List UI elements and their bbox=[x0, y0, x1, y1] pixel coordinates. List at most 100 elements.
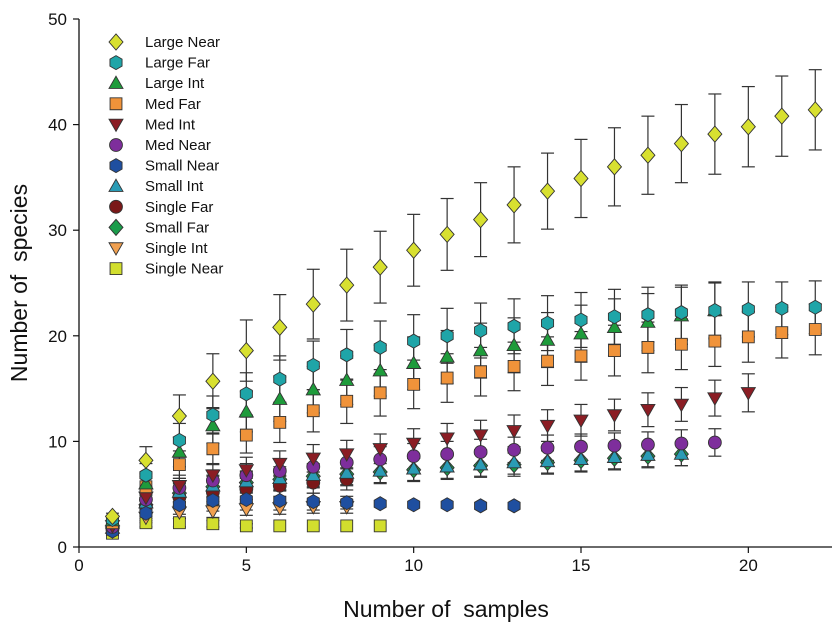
med-far-point bbox=[407, 377, 421, 391]
small-int-point bbox=[606, 449, 623, 463]
large-far-point bbox=[373, 339, 387, 355]
large-far-point bbox=[708, 302, 722, 318]
legend-label-single-near: Single Near bbox=[145, 261, 223, 278]
legend: Large Near Large Far Large Int Med Far Med I… bbox=[108, 33, 223, 278]
small-int-point bbox=[405, 460, 422, 475]
small-near-point bbox=[340, 495, 354, 511]
med-int-point bbox=[372, 443, 388, 457]
legend-marker-med-near bbox=[109, 138, 123, 152]
single-near-point bbox=[306, 519, 320, 533]
small-near-point bbox=[440, 497, 454, 513]
large-far-point bbox=[574, 312, 588, 328]
large-int-point bbox=[338, 372, 355, 386]
large-near-point bbox=[807, 101, 823, 119]
large-far-point bbox=[306, 357, 320, 373]
large-near-point bbox=[673, 134, 689, 153]
med-int-point bbox=[506, 425, 522, 439]
med-far-point bbox=[440, 371, 454, 385]
single-near-point bbox=[373, 519, 387, 533]
large-far-point bbox=[474, 323, 488, 339]
large-far-point bbox=[775, 300, 789, 316]
legend-marker-single-far bbox=[109, 199, 123, 214]
med-far-point bbox=[608, 344, 621, 357]
large-far-point bbox=[239, 386, 253, 402]
med-int-point bbox=[405, 437, 422, 452]
legend-marker-small-near bbox=[109, 158, 123, 174]
med-int-point bbox=[171, 480, 188, 494]
med-near-point bbox=[674, 436, 689, 451]
med-int-point bbox=[673, 398, 690, 413]
med-far-point bbox=[641, 341, 655, 354]
large-int-point bbox=[472, 342, 489, 357]
med-far-point bbox=[741, 330, 755, 344]
large-int-point bbox=[372, 362, 388, 377]
legend-label-single-far: Single Far bbox=[145, 199, 213, 216]
med-int-point bbox=[640, 404, 656, 418]
legend-marker-med-far bbox=[109, 97, 123, 111]
small-near-point bbox=[373, 496, 387, 512]
small-near-point bbox=[239, 491, 253, 507]
small-near-point bbox=[139, 505, 153, 521]
single-near-point bbox=[206, 517, 220, 531]
med-far-point bbox=[675, 337, 688, 351]
med-near-point bbox=[440, 447, 455, 461]
small-int-point bbox=[573, 451, 589, 466]
small-int-point bbox=[539, 453, 556, 468]
large-near-point bbox=[707, 125, 723, 143]
small-int-point bbox=[506, 454, 522, 469]
large-int-point bbox=[305, 381, 322, 396]
legend-marker-med-int bbox=[108, 118, 124, 133]
large-near-point bbox=[640, 146, 656, 164]
med-far-point bbox=[507, 360, 521, 373]
legend-label-large-int: Large Int bbox=[145, 75, 205, 92]
small-int-point bbox=[439, 458, 455, 473]
large-near-point bbox=[573, 169, 589, 188]
large-far-point bbox=[407, 333, 421, 349]
x-tick-label: 5 bbox=[242, 556, 251, 575]
small-int-point bbox=[673, 446, 690, 460]
small-near-point bbox=[306, 494, 320, 510]
large-far-point bbox=[340, 347, 354, 363]
legend-marker-small-int bbox=[108, 178, 124, 192]
med-far-point bbox=[474, 365, 487, 379]
med-far-point bbox=[239, 428, 253, 442]
large-far-point bbox=[741, 301, 755, 317]
large-int-point bbox=[573, 325, 589, 340]
large-int-point bbox=[405, 355, 422, 369]
med-int-point bbox=[338, 448, 355, 462]
legend-label-med-far: Med Far bbox=[145, 96, 201, 113]
legend-label-small-far: Small Far bbox=[145, 219, 209, 236]
large-int-point bbox=[171, 444, 188, 458]
med-int-point bbox=[740, 387, 757, 401]
large-int-point bbox=[539, 332, 556, 346]
large-near-point bbox=[506, 196, 522, 214]
single-near-point bbox=[239, 519, 253, 533]
y-tick-label: 0 bbox=[58, 538, 67, 557]
med-far-point bbox=[206, 442, 220, 456]
med-int-point bbox=[707, 392, 723, 407]
med-int-point bbox=[205, 469, 221, 484]
large-near-point bbox=[539, 182, 556, 200]
large-int-point bbox=[606, 319, 623, 334]
x-tick-label: 10 bbox=[404, 556, 423, 575]
y-tick-label: 30 bbox=[48, 221, 67, 240]
large-far-point bbox=[206, 407, 220, 423]
large-near-point bbox=[439, 225, 455, 244]
large-far-point bbox=[674, 305, 688, 321]
small-near-point bbox=[273, 493, 287, 509]
legend-label-small-near: Small Near bbox=[145, 158, 219, 175]
x-axis-label: Number of samples bbox=[343, 596, 549, 622]
y-axis-label: Number of species bbox=[6, 184, 32, 382]
legend-label-large-near: Large Near bbox=[145, 34, 220, 51]
large-int-point bbox=[506, 337, 522, 352]
y-tick-label: 10 bbox=[48, 432, 67, 451]
large-near-point bbox=[171, 407, 187, 425]
med-near-point bbox=[473, 445, 488, 459]
med-int-point bbox=[539, 419, 556, 434]
med-near-point bbox=[574, 439, 588, 454]
large-near-point bbox=[272, 318, 288, 337]
med-int-point bbox=[272, 457, 288, 472]
small-near-point bbox=[172, 497, 186, 513]
large-int-point bbox=[439, 349, 455, 363]
